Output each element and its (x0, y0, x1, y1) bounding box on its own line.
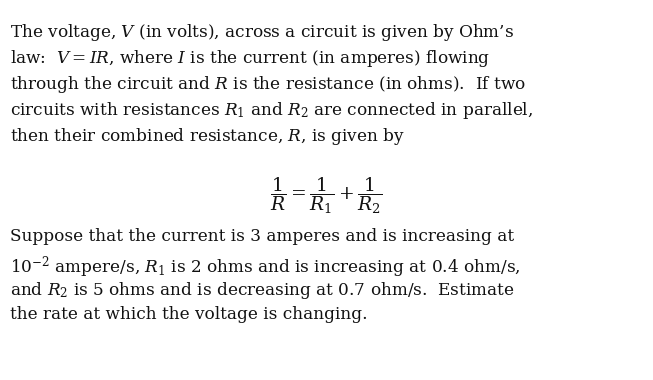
Text: and $R_2$ is 5 ohms and is decreasing at 0.7 ohm/s.  Estimate: and $R_2$ is 5 ohms and is decreasing at… (10, 280, 515, 301)
Text: then their combined resistance, $R$, is given by: then their combined resistance, $R$, is … (10, 126, 405, 147)
Text: circuits with resistances $R_1$ and $R_2$ are connected in parallel,: circuits with resistances $R_1$ and $R_2… (10, 100, 533, 121)
Text: $\dfrac{1}{R} = \dfrac{1}{R_1} + \dfrac{1}{R_2}$: $\dfrac{1}{R} = \dfrac{1}{R_1} + \dfrac{… (270, 175, 383, 216)
Text: the rate at which the voltage is changing.: the rate at which the voltage is changin… (10, 306, 368, 323)
Text: law:  $V = IR$, where $I$ is the current (in amperes) flowing: law: $V = IR$, where $I$ is the current … (10, 48, 490, 69)
Text: Suppose that the current is 3 amperes and is increasing at: Suppose that the current is 3 amperes an… (10, 228, 514, 245)
Text: The voltage, $V$ (in volts), across a circuit is given by Ohm’s: The voltage, $V$ (in volts), across a ci… (10, 22, 514, 43)
Text: $10^{-2}$ ampere/s, $R_1$ is 2 ohms and is increasing at 0.4 ohm/s,: $10^{-2}$ ampere/s, $R_1$ is 2 ohms and … (10, 254, 520, 280)
Text: through the circuit and $R$ is the resistance (in ohms).  If two: through the circuit and $R$ is the resis… (10, 74, 526, 95)
